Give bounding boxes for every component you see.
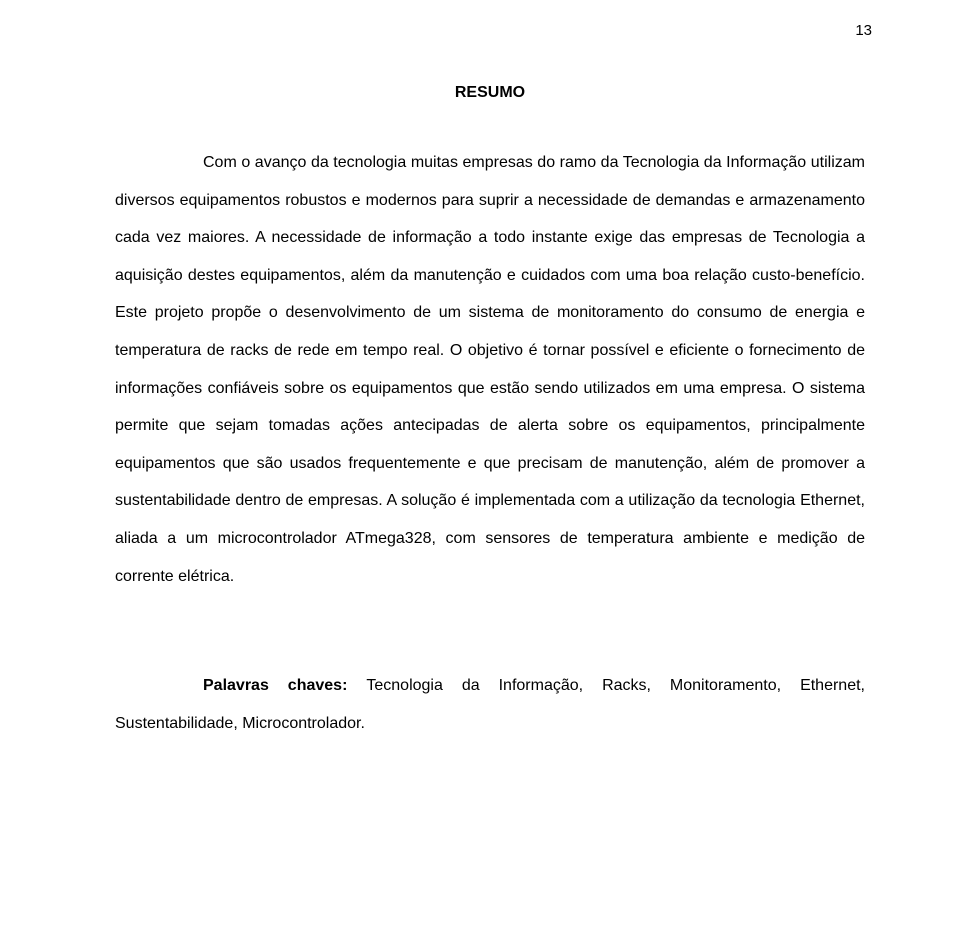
abstract-body: Com o avanço da tecnologia muitas empres… <box>115 144 865 595</box>
keywords-label: Palavras chaves: <box>203 677 366 694</box>
keywords-paragraph: Palavras chaves: Tecnologia da Informaçã… <box>115 667 865 742</box>
page-number: 13 <box>855 22 872 39</box>
document-title: RESUMO <box>115 84 865 102</box>
